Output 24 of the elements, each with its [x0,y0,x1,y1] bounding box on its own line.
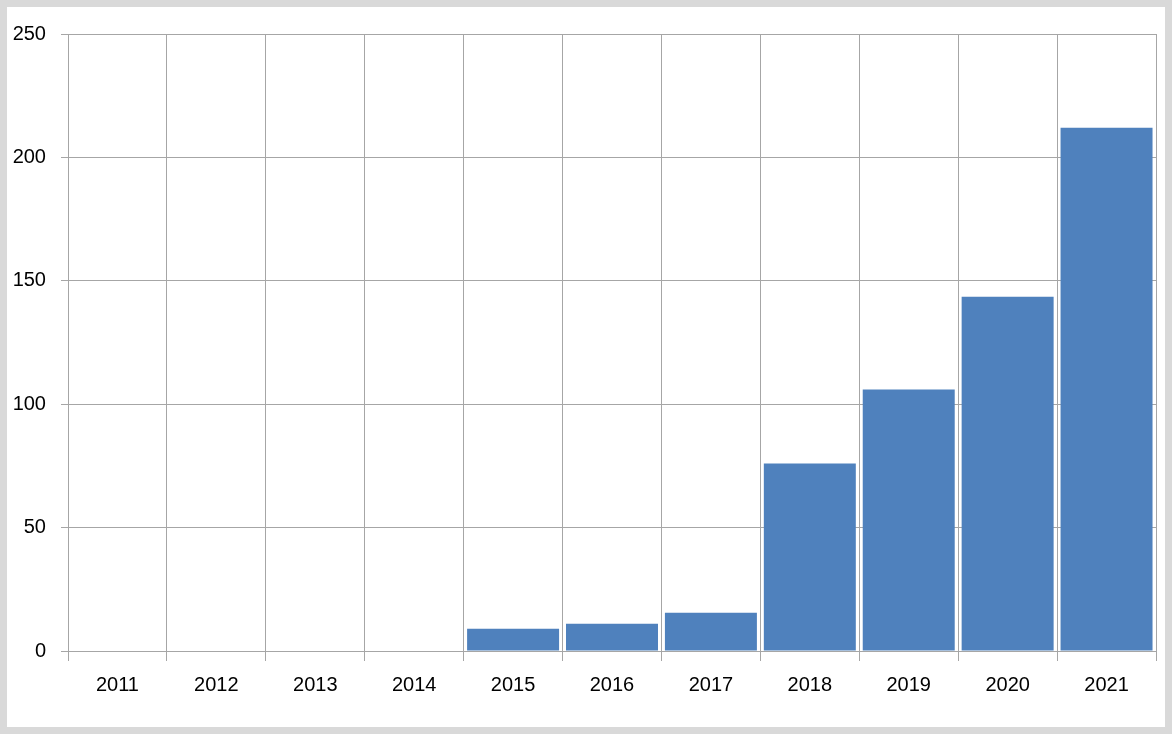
x-tick-label: 2018 [787,672,833,695]
x-tick-label: 2019 [886,672,931,695]
bar [566,623,658,651]
x-tick-label: 2021 [1084,672,1129,695]
y-tick-label: 200 [12,144,46,167]
x-tick-label: 2014 [391,672,437,695]
bar [763,463,856,651]
y-tick-label: 0 [34,638,46,661]
x-tick-label: 2011 [95,672,139,695]
bar [467,628,560,651]
x-tick-label: 2013 [293,672,338,695]
y-tick-label: 150 [12,268,46,291]
bar [961,296,1054,651]
x-tick-label: 2015 [490,672,536,695]
y-tick-label: 100 [12,391,46,414]
x-tick-label: 2017 [688,672,734,695]
bar [1060,127,1153,651]
bar [862,389,955,651]
x-tick-label: 2012 [194,672,239,695]
y-tick-label: 50 [23,515,46,538]
x-tick-label: 2016 [589,672,635,695]
bar [664,612,757,651]
x-tick-label: 2020 [985,672,1030,695]
y-tick-label: 250 [12,21,46,44]
